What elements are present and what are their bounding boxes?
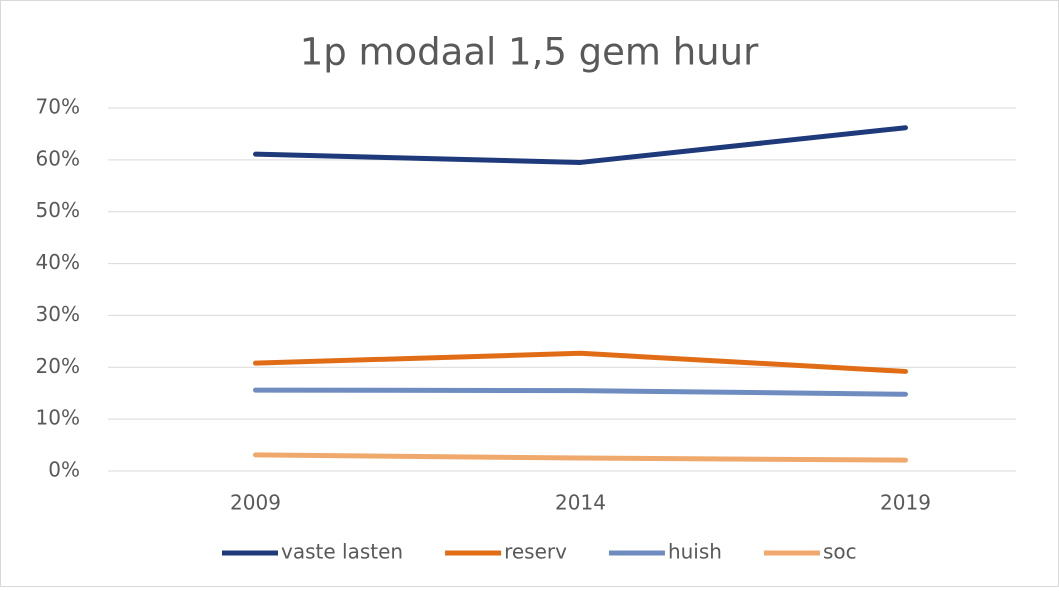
y-tick-label: 30% <box>36 302 80 326</box>
x-tick-label: 2019 <box>880 491 931 515</box>
series-line <box>253 350 908 374</box>
x-tick-label: 2014 <box>555 491 606 515</box>
legend-label: vaste lasten <box>281 540 403 564</box>
y-tick-label: 60% <box>36 146 80 170</box>
series-line <box>253 125 908 165</box>
y-tick-label: 70% <box>36 95 80 119</box>
legend-label: reserv <box>504 540 567 564</box>
y-tick-label: 20% <box>36 354 80 378</box>
chart-title: 1p modaal 1,5 gem huur <box>300 31 759 74</box>
y-tick-label: 40% <box>36 250 80 274</box>
x-tick-label: 2009 <box>230 491 281 515</box>
legend-label: huish <box>668 540 722 564</box>
series-line <box>253 452 908 463</box>
y-tick-label: 0% <box>48 458 80 482</box>
y-tick-label: 10% <box>36 406 80 430</box>
series-line <box>253 387 908 397</box>
legend-label: soc <box>823 540 857 564</box>
y-tick-label: 50% <box>36 198 80 222</box>
